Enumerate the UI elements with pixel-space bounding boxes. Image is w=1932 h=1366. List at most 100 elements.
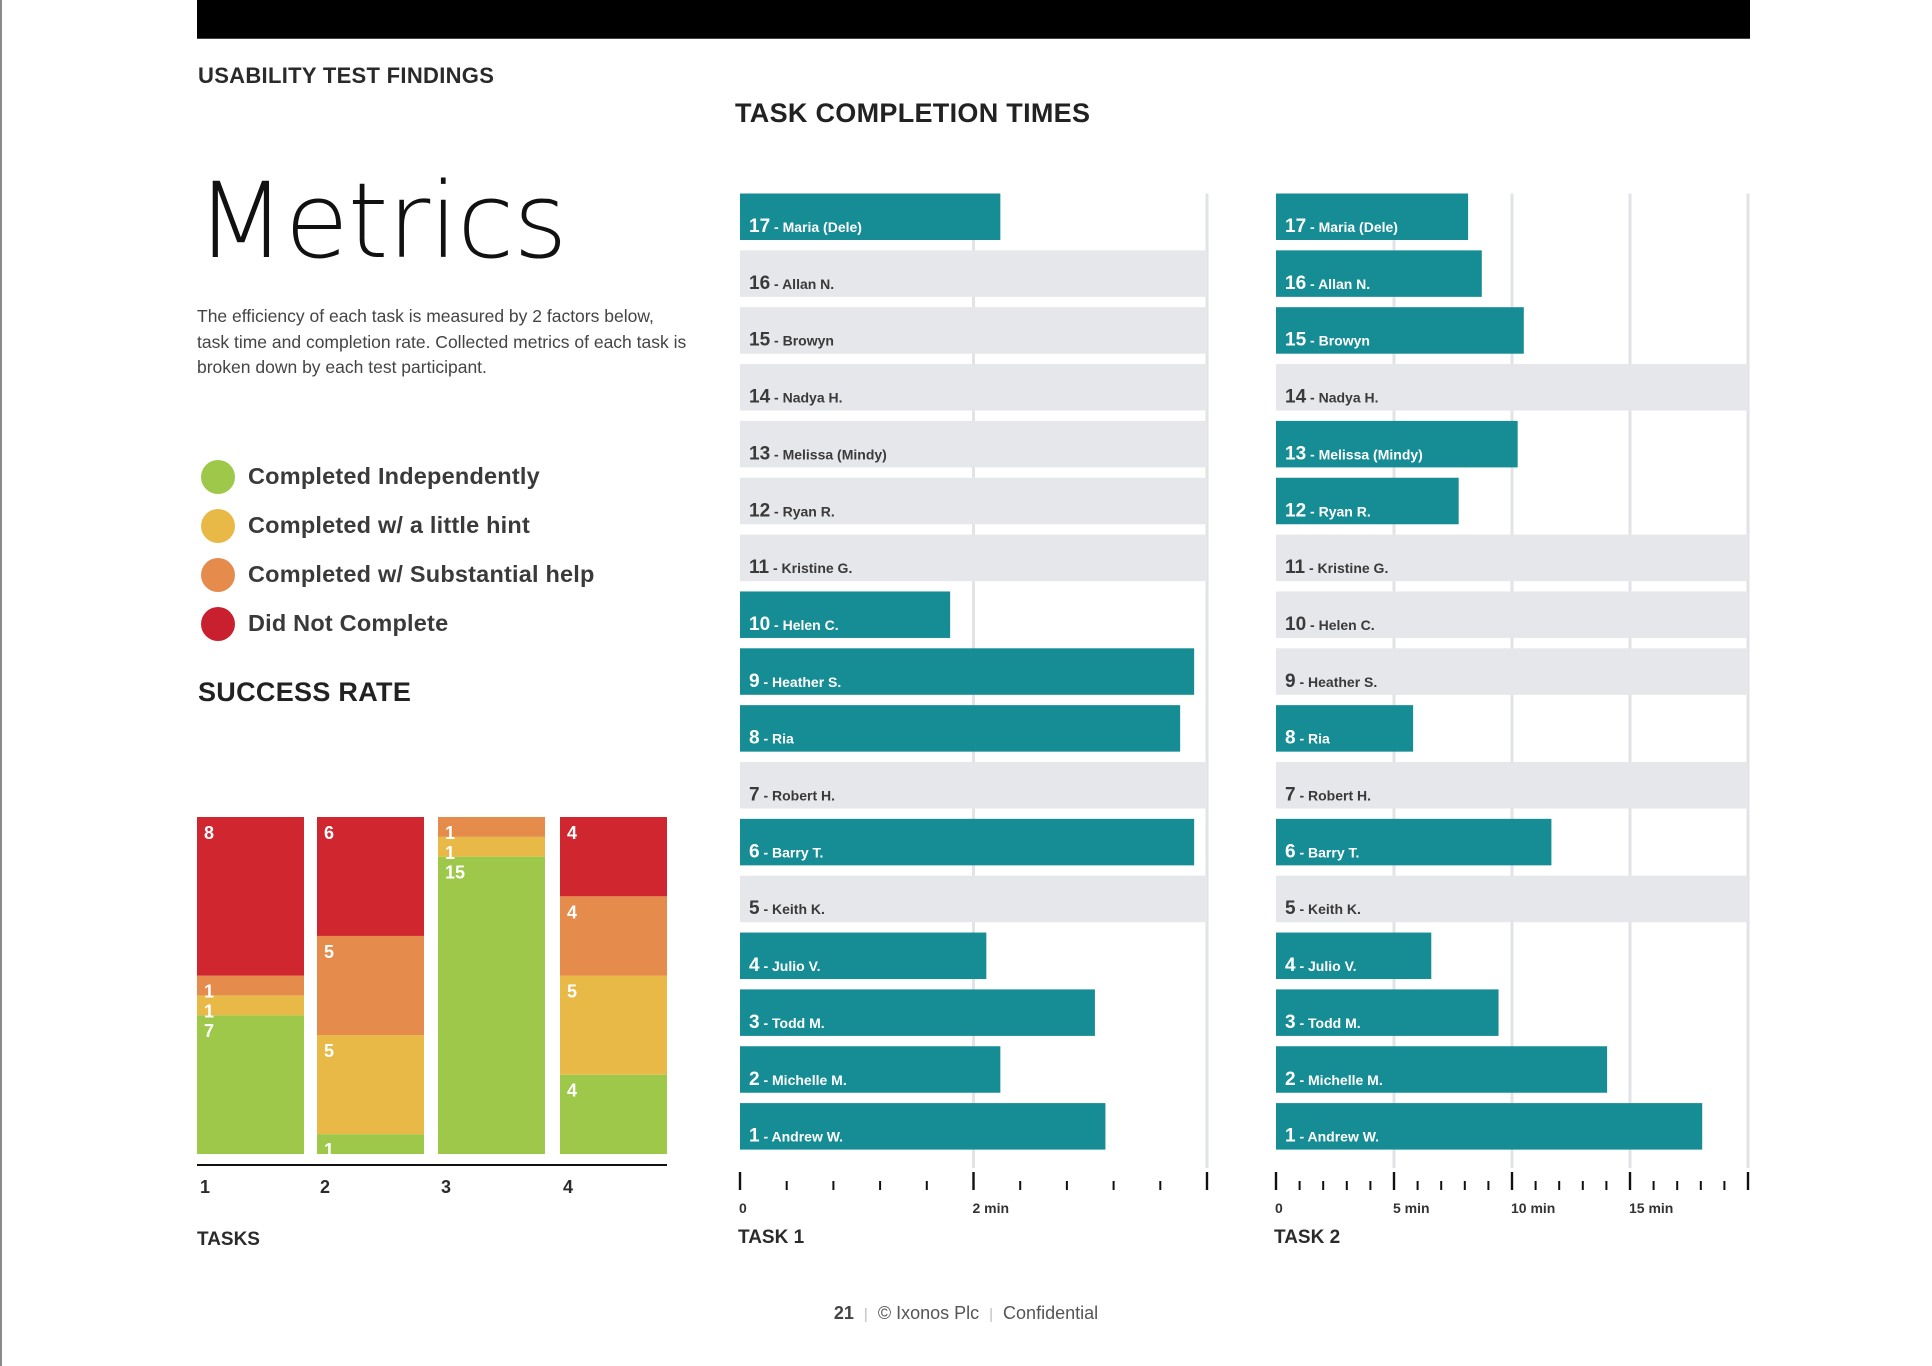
stacked-segment-completed-w-a-little-hint	[317, 1035, 424, 1135]
time-bar	[740, 705, 1181, 752]
tick-label: 10 min	[1511, 1200, 1555, 1216]
participant-label: 7 - Robert H.	[749, 785, 835, 806]
participant-label: 13 - Melissa (Mindy)	[1285, 443, 1423, 464]
stacked-segment-completed-w-substantial-help	[197, 975, 304, 996]
participant-label: 17 - Maria (Dele)	[749, 216, 862, 237]
participant-label: 9 - Heather S.	[1285, 671, 1377, 692]
participant-number: 8	[1285, 728, 1296, 749]
participant-number: 2	[749, 1069, 760, 1090]
time-bar	[740, 648, 1195, 695]
task-completion-times-title: TASK COMPLETION TIMES	[735, 98, 1091, 128]
participant-name: - Maria (Dele)	[770, 219, 862, 235]
participant-number: 13	[749, 443, 770, 464]
orange-dot-icon	[201, 557, 235, 592]
time-bar	[1276, 307, 1524, 354]
time-bar	[1276, 1046, 1608, 1093]
no-data-row	[740, 762, 1207, 809]
stacked-segment-did-not-complete	[197, 817, 304, 976]
segment-value-label: 4	[567, 902, 577, 922]
task1-time-chart: 17 - Maria (Dele)16 - Allan N.15 - Browy…	[738, 193, 1209, 1248]
participant-number: 1	[1285, 1126, 1296, 1147]
participant-number: 8	[749, 728, 760, 749]
participant-name: - Andrew W.	[1296, 1129, 1379, 1145]
time-bar	[1276, 989, 1499, 1036]
legend-label: Did Not Complete	[248, 610, 449, 636]
participant-name: - Ria	[1296, 731, 1330, 747]
yellow-dot-icon	[201, 508, 235, 543]
segment-value-label: 4	[567, 1081, 577, 1101]
time-bar	[740, 989, 1095, 1036]
footer-separator: |	[989, 1306, 994, 1323]
participant-name: - Nadya H.	[770, 390, 842, 406]
no-data-row	[1276, 762, 1748, 809]
participant-number: 5	[1285, 898, 1296, 919]
time-bar	[740, 1046, 1001, 1093]
participant-label: 6 - Barry T.	[1285, 841, 1359, 862]
participant-label: 5 - Keith K.	[1285, 898, 1361, 919]
participant-number: 11	[1285, 557, 1306, 578]
participant-name: - Kristine G.	[769, 560, 852, 576]
participant-name: - Robert H.	[760, 788, 835, 804]
participant-label: 17 - Maria (Dele)	[1285, 216, 1398, 237]
participant-number: 10	[1285, 614, 1306, 635]
time-bar	[1276, 477, 1459, 525]
page-edge	[0, 0, 2, 1366]
stacked-segment-completed-independently	[438, 856, 545, 1154]
time-bar	[1276, 420, 1518, 468]
participant-number: 17	[749, 216, 770, 237]
task2-time-chart: 17 - Maria (Dele)16 - Allan N.15 - Browy…	[1274, 193, 1750, 1248]
participant-name: - Helen C.	[1306, 617, 1374, 633]
participant-name: - Maria (Dele)	[1306, 219, 1398, 235]
participant-number: 9	[749, 671, 760, 692]
footer-separator: |	[863, 1306, 868, 1323]
segment-value-label: 5	[567, 982, 577, 1002]
participant-label: 5 - Keith K.	[749, 898, 825, 919]
participant-number: 16	[1285, 273, 1306, 294]
participant-name: - Michelle M.	[1296, 1072, 1383, 1088]
segment-value-label: 7	[204, 1021, 214, 1041]
participant-number: 11	[749, 557, 770, 578]
no-data-row	[740, 534, 1207, 582]
tick-label: 0	[1275, 1200, 1283, 1216]
participant-label: 14 - Nadya H.	[749, 387, 843, 408]
participant-label: 4 - Julio V.	[749, 955, 821, 976]
task-category-label: 3	[441, 1177, 451, 1197]
participant-name: - Barry T.	[760, 844, 824, 860]
participant-label: 1 - Andrew W.	[1285, 1126, 1379, 1147]
participant-label: 8 - Ria	[1285, 728, 1330, 749]
participant-label: 13 - Melissa (Mindy)	[749, 443, 887, 464]
no-data-row	[740, 420, 1207, 468]
participant-number: 7	[749, 785, 760, 806]
participant-number: 7	[1285, 785, 1296, 806]
legend-label: Completed w/ Substantial help	[248, 561, 595, 587]
stacked-segment-completed-w-a-little-hint	[197, 995, 304, 1016]
participant-number: 16	[749, 273, 770, 294]
time-bar	[1276, 1103, 1703, 1150]
segment-value-label: 5	[324, 1041, 334, 1061]
segment-value-label: 1	[204, 1001, 214, 1021]
participant-name: - Helen C.	[770, 617, 838, 633]
no-data-row	[740, 364, 1207, 411]
participant-name: - Michelle M.	[760, 1072, 847, 1088]
participant-name: - Barry T.	[1296, 844, 1360, 860]
participant-number: 6	[1285, 841, 1296, 862]
no-data-row	[1276, 364, 1748, 411]
participant-number: 17	[1285, 216, 1306, 237]
participant-label: 2 - Michelle M.	[749, 1069, 847, 1090]
participant-name: - Robert H.	[1296, 788, 1371, 804]
stacked-segment-completed-independently	[197, 1015, 304, 1154]
green-dot-icon	[201, 459, 235, 494]
no-data-row	[1276, 648, 1748, 695]
time-bar	[740, 1103, 1106, 1150]
participant-number: 10	[749, 614, 770, 635]
participant-name: - Ria	[760, 731, 794, 747]
time-bar	[740, 591, 951, 638]
task-category-label: 1	[200, 1177, 210, 1197]
copyright: © Ixonos Plc	[877, 1303, 980, 1323]
stacked-segment-completed-independently	[317, 1134, 424, 1154]
participant-label: 10 - Helen C.	[749, 614, 839, 635]
participant-number: 4	[1285, 955, 1296, 976]
time-bar	[1276, 932, 1432, 980]
participant-number: 2	[1285, 1069, 1296, 1090]
participant-label: 2 - Michelle M.	[1285, 1069, 1383, 1090]
